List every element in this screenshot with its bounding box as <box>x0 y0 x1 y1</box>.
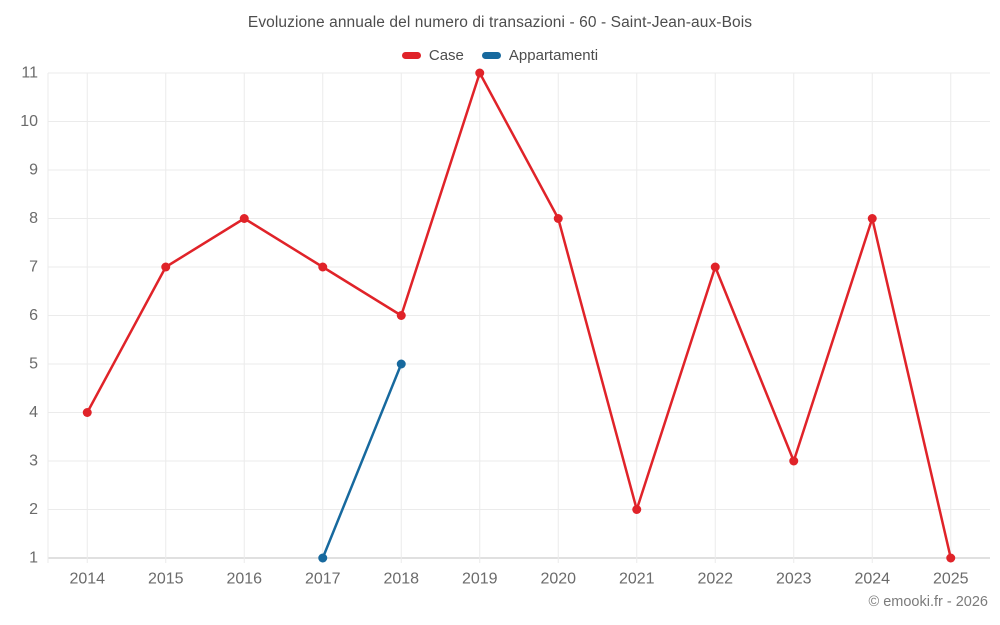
x-axis-tick-label: 2015 <box>148 571 184 588</box>
x-axis-tick-label: 2021 <box>619 571 655 588</box>
y-axis-tick-label: 5 <box>29 356 38 373</box>
y-axis-tick-label: 9 <box>29 162 38 179</box>
x-axis-tick-label: 2018 <box>383 571 419 588</box>
data-point-appartamenti-2018[interactable] <box>396 359 406 369</box>
x-axis-tick-label: 2025 <box>933 571 969 588</box>
data-point-case-2017[interactable] <box>318 262 328 272</box>
chart-title: Evoluzione annuale del numero di transaz… <box>247 14 753 31</box>
data-point-case-2021[interactable] <box>632 505 642 514</box>
legend-label-case: Case <box>428 47 464 64</box>
legend-label-appartamenti: Appartamenti <box>508 47 599 64</box>
data-point-case-2020[interactable] <box>553 214 563 223</box>
legend: Case Appartamenti <box>0 47 1000 64</box>
data-point-case-2016[interactable] <box>239 214 249 223</box>
legend-item-appartamenti[interactable]: Appartamenti <box>481 47 599 64</box>
y-axis-tick-label: 10 <box>20 113 38 130</box>
y-axis-tick-label: 3 <box>29 453 38 470</box>
x-axis-tick-label: 2022 <box>697 571 733 588</box>
data-point-appartamenti-2017[interactable] <box>318 553 328 563</box>
legend-item-case[interactable]: Case <box>401 47 464 64</box>
y-axis-tick-label: 6 <box>29 307 38 324</box>
copyright-credit: © emooki.fr - 2026 <box>868 594 988 610</box>
data-point-case-2024[interactable] <box>867 214 877 223</box>
appartamenti-series-swatch-icon <box>481 52 501 59</box>
series-line-appartamenti <box>321 362 403 560</box>
case-series-swatch-icon <box>401 52 421 59</box>
data-point-case-2025[interactable] <box>946 553 956 563</box>
x-axis-tick-label: 2014 <box>69 571 105 588</box>
x-axis-tick-label: 2024 <box>854 571 890 588</box>
y-axis-tick-label: 8 <box>29 210 38 227</box>
x-axis-tick-label: 2017 <box>305 571 341 588</box>
data-point-case-2014[interactable] <box>82 408 92 417</box>
x-axis-tick-label: 2019 <box>462 571 498 588</box>
series-line-case <box>86 71 952 560</box>
x-axis-tick-label: 2023 <box>776 571 812 588</box>
data-point-case-2018[interactable] <box>396 311 406 320</box>
data-point-case-2022[interactable] <box>710 262 720 272</box>
y-axis-tick-label: 7 <box>29 259 38 276</box>
y-axis-tick-label: 2 <box>29 501 38 518</box>
data-point-case-2023[interactable] <box>789 456 799 466</box>
x-axis-tick-label: 2016 <box>226 571 262 588</box>
y-axis-tick-label: 1 <box>29 550 38 567</box>
data-point-case-2019[interactable] <box>475 68 485 78</box>
y-axis-tick-label: 11 <box>21 65 38 82</box>
x-axis-tick-label: 2020 <box>540 571 576 588</box>
y-axis-tick-label: 4 <box>29 404 38 421</box>
data-point-case-2015[interactable] <box>161 262 171 272</box>
